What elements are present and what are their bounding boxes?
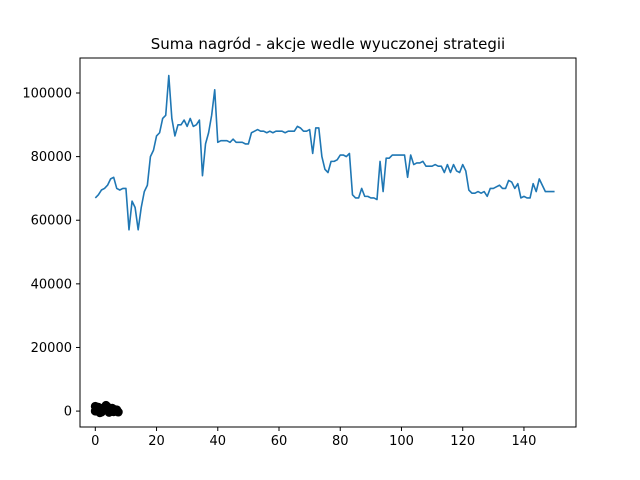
x-tick-label: 60: [271, 434, 288, 449]
y-tick-label: 40000: [31, 277, 72, 292]
marker-series-1: [90, 400, 123, 418]
y-axis: 0 20000 40000 60000 80000 100000: [22, 86, 80, 420]
x-tick-label: 140: [512, 434, 537, 449]
x-tick-label: 80: [332, 434, 349, 449]
x-tick-label: 100: [389, 434, 414, 449]
y-tick-label: 100000: [22, 86, 72, 101]
data-point: [112, 405, 122, 415]
x-tick-label: 20: [148, 434, 165, 449]
x-tick-label: 120: [450, 434, 475, 449]
axes-frame: [79, 57, 577, 428]
series-line: [94, 74, 555, 231]
x-axis: 0 20 40 60 80 100 120 140: [91, 427, 536, 449]
x-tick-label: 0: [91, 434, 99, 449]
x-tick-label: 40: [210, 434, 227, 449]
chart-title: Suma nagród - akcje wedle wyuczonej stra…: [151, 35, 505, 53]
y-tick-label: 20000: [31, 341, 72, 356]
y-tick-label: 0: [64, 405, 72, 420]
y-tick-label: 80000: [31, 150, 72, 165]
y-tick-label: 60000: [31, 214, 72, 229]
